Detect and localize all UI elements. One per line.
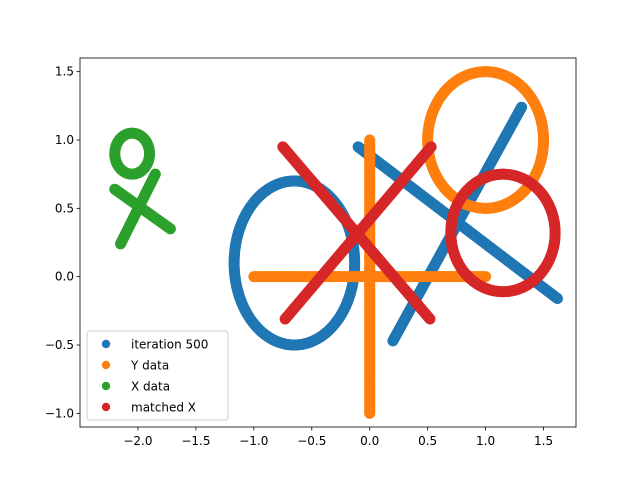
series-segment <box>364 134 376 419</box>
legend: iteration 500 Y data X data matched X <box>86 330 229 421</box>
y-tick-label: −1.0 <box>45 406 74 420</box>
legend-frame <box>86 330 229 421</box>
series-x-data <box>109 127 176 250</box>
series-ring <box>109 127 156 180</box>
series-matched-x <box>277 141 561 325</box>
legend-label: matched X <box>131 401 196 415</box>
data-point <box>551 293 563 305</box>
x-axis-ticks: −2.0 −1.5 −1.0 −0.5 0.0 0.5 1.0 1.5 <box>123 427 553 448</box>
x-tick-label: −1.5 <box>181 434 210 448</box>
x-tick-label: 0.0 <box>360 434 379 448</box>
legend-marker <box>101 360 111 370</box>
data-point <box>164 223 176 235</box>
data-point <box>364 134 376 146</box>
y-tick-label: 1.5 <box>55 65 74 79</box>
data-point <box>549 225 561 237</box>
data-point <box>143 146 155 158</box>
legend-marker <box>101 381 111 391</box>
legend-label: X data <box>131 380 170 394</box>
legend-marker <box>101 339 111 349</box>
y-tick-label: 0.5 <box>55 201 74 215</box>
data-point <box>425 141 437 153</box>
data-point <box>538 132 550 144</box>
axes-frame <box>79 57 577 428</box>
series-ring <box>445 168 561 298</box>
y-tick-label: 1.0 <box>55 133 74 147</box>
data-point <box>149 168 161 180</box>
y-axis-ticks: −1.0 −0.5 0.0 0.5 1.0 1.5 <box>45 65 80 420</box>
data-point <box>516 101 528 113</box>
y-tick-label: −0.5 <box>45 338 74 352</box>
plot-area <box>109 66 563 419</box>
data-point <box>424 313 436 325</box>
x-tick-label: 1.0 <box>476 434 495 448</box>
series-segment <box>115 168 161 250</box>
x-tick-label: 0.5 <box>418 434 437 448</box>
y-tick-label: 0.0 <box>55 270 74 284</box>
x-tick-label: 1.5 <box>534 434 553 448</box>
legend-marker <box>101 402 111 412</box>
data-point <box>480 271 492 283</box>
x-tick-label: −2.0 <box>123 434 152 448</box>
legend-label: Y data <box>130 359 169 373</box>
x-tick-label: −1.0 <box>239 434 268 448</box>
series-segment <box>279 141 437 325</box>
data-marks <box>109 66 563 419</box>
legend-label: iteration 500 <box>131 338 208 352</box>
data-point <box>349 255 361 267</box>
x-tick-label: −0.5 <box>297 434 326 448</box>
